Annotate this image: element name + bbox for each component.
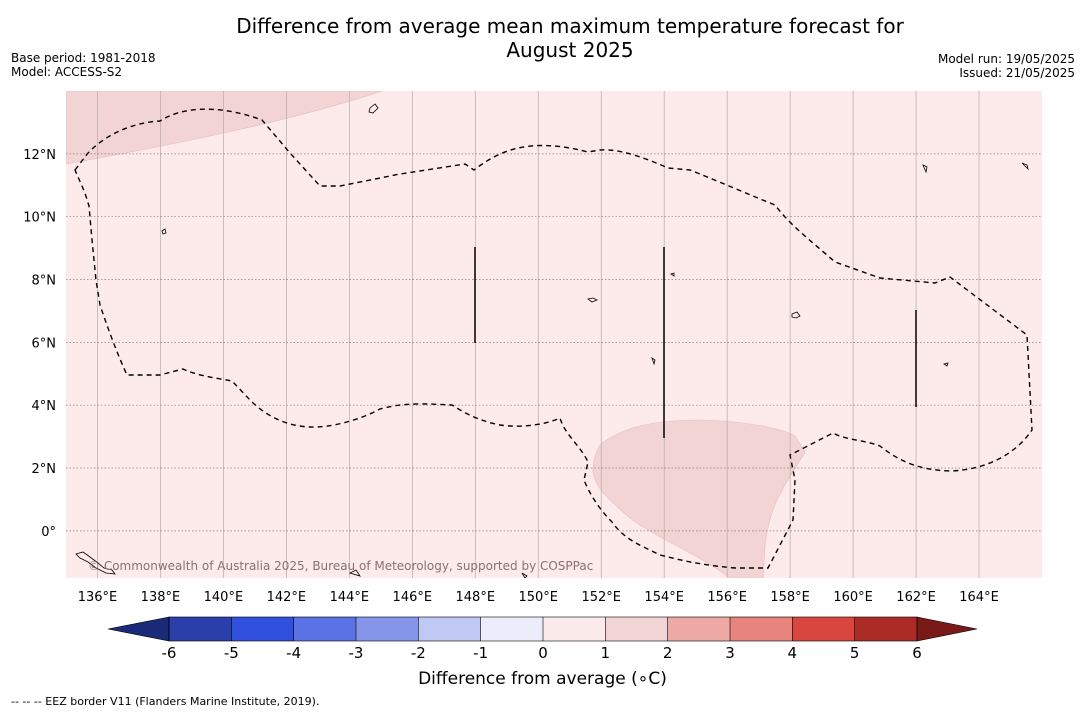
colorbar-segment [418,617,482,641]
colorbar-tick-label: 5 [850,644,860,662]
colorbar-label: Difference from average (∘C) [418,669,667,689]
colorbar-segment [231,617,295,641]
colorbar-tick-label: -6 [162,644,177,662]
colorbar-tick-label: -4 [286,644,301,662]
island-outline [521,572,528,578]
island-outline [75,551,116,575]
island-outline [368,103,379,114]
latitude-label: 4°N [32,399,57,414]
island-outlines [75,103,1029,578]
longitude-label: 158°E [770,590,810,605]
colorbar-tick-label: 3 [725,644,735,662]
colorbar-tick-label: 0 [538,644,548,662]
colorbar-tick-label: -1 [473,644,488,662]
longitude-label: 142°E [267,590,307,605]
colorbar-tick-label: 6 [912,644,922,662]
colorbar-segment [605,617,669,641]
island-outline [161,228,167,235]
warm-anomaly-region-southeast [592,419,806,578]
island-outline [651,357,656,366]
meta-left: Base period: 1981-2018 Model: ACCESS-S2 [11,51,156,79]
colorbar-tick-label: 2 [663,644,673,662]
colorbar-segment [854,617,918,641]
colorbar-tick-label: 1 [601,644,611,662]
colorbar-segment [480,617,544,641]
eez-footnote: -- -- -- EEZ border V11 (Flanders Marine… [11,695,320,708]
colorbar-over-arrow [916,616,978,642]
issued-date: Issued: 21/05/2025 [959,66,1075,80]
eez-border [74,108,1033,569]
longitude-label: 140°E [204,590,244,605]
longitude-label: 136°E [78,590,118,605]
longitude-label: 156°E [707,590,747,605]
latitude-label: 8°N [32,274,57,289]
colorbar-tick-label: 4 [788,644,798,662]
model-run: Model run: 19/05/2025 [937,52,1075,66]
longitude-labels: 136°E 138°E 140°E 142°E 144°E 146°E 148°E 150°E… [78,590,999,605]
longitude-label: 138°E [141,590,181,605]
island-outline [943,362,949,367]
map-title: Difference from average mean maximum tem… [150,14,990,62]
latitude-label: 6°N [32,336,57,351]
colorbar-tick-label: -2 [411,644,426,662]
title-line-1: Difference from average mean maximum tem… [236,14,904,38]
latitude-labels: 12°N 10°N 8°N 6°N 4°N 2°N 0° [23,148,56,540]
map-gridlines [66,91,1042,578]
map-background [66,91,1042,578]
island-outline [587,297,598,303]
warm-anomaly-region-northwest [66,91,383,165]
island-outline [1021,162,1029,171]
longitude-label: 152°E [581,590,621,605]
latitude-label: 0° [41,525,56,540]
longitude-label: 154°E [644,590,684,605]
longitude-label: 164°E [959,590,999,605]
colorbar-segment [667,617,731,641]
longitude-label: 160°E [833,590,873,605]
colorbar-segment [169,617,232,641]
colorbar-tick-label: -5 [224,644,239,662]
colorbar: -6 -5 -4 -3 -2 -1 0 1 2 3 4 5 6 [107,616,978,662]
longitude-label: 150°E [518,590,558,605]
island-outline [791,311,801,319]
meta-right: Model run: 19/05/2025 Issued: 21/05/2025 [938,52,1075,80]
island-outline [922,164,928,174]
boundary-lines [474,247,917,438]
island-outline [348,569,361,577]
base-period: Base period: 1981-2018 [11,51,156,65]
colorbar-segment [293,617,357,641]
longitude-label: 148°E [456,590,496,605]
colorbar-under-arrow [107,616,170,642]
colorbar-segment [792,617,856,641]
colorbar-segment [356,617,419,641]
latitude-label: 10°N [23,211,56,226]
title-line-2: August 2025 [506,38,634,62]
latitude-label: 12°N [23,148,56,163]
colorbar-segment [730,617,793,641]
longitude-label: 144°E [330,590,370,605]
longitude-label: 146°E [393,590,433,605]
copyright-notice: © Commonwealth of Australia 2025, Bureau… [88,559,593,573]
model-name: Model: ACCESS-S2 [11,65,123,79]
longitude-label: 162°E [896,590,936,605]
colorbar-tick-label: -3 [349,644,364,662]
colorbar-segment [543,617,606,641]
latitude-label: 2°N [32,462,57,477]
island-outline [670,272,675,277]
